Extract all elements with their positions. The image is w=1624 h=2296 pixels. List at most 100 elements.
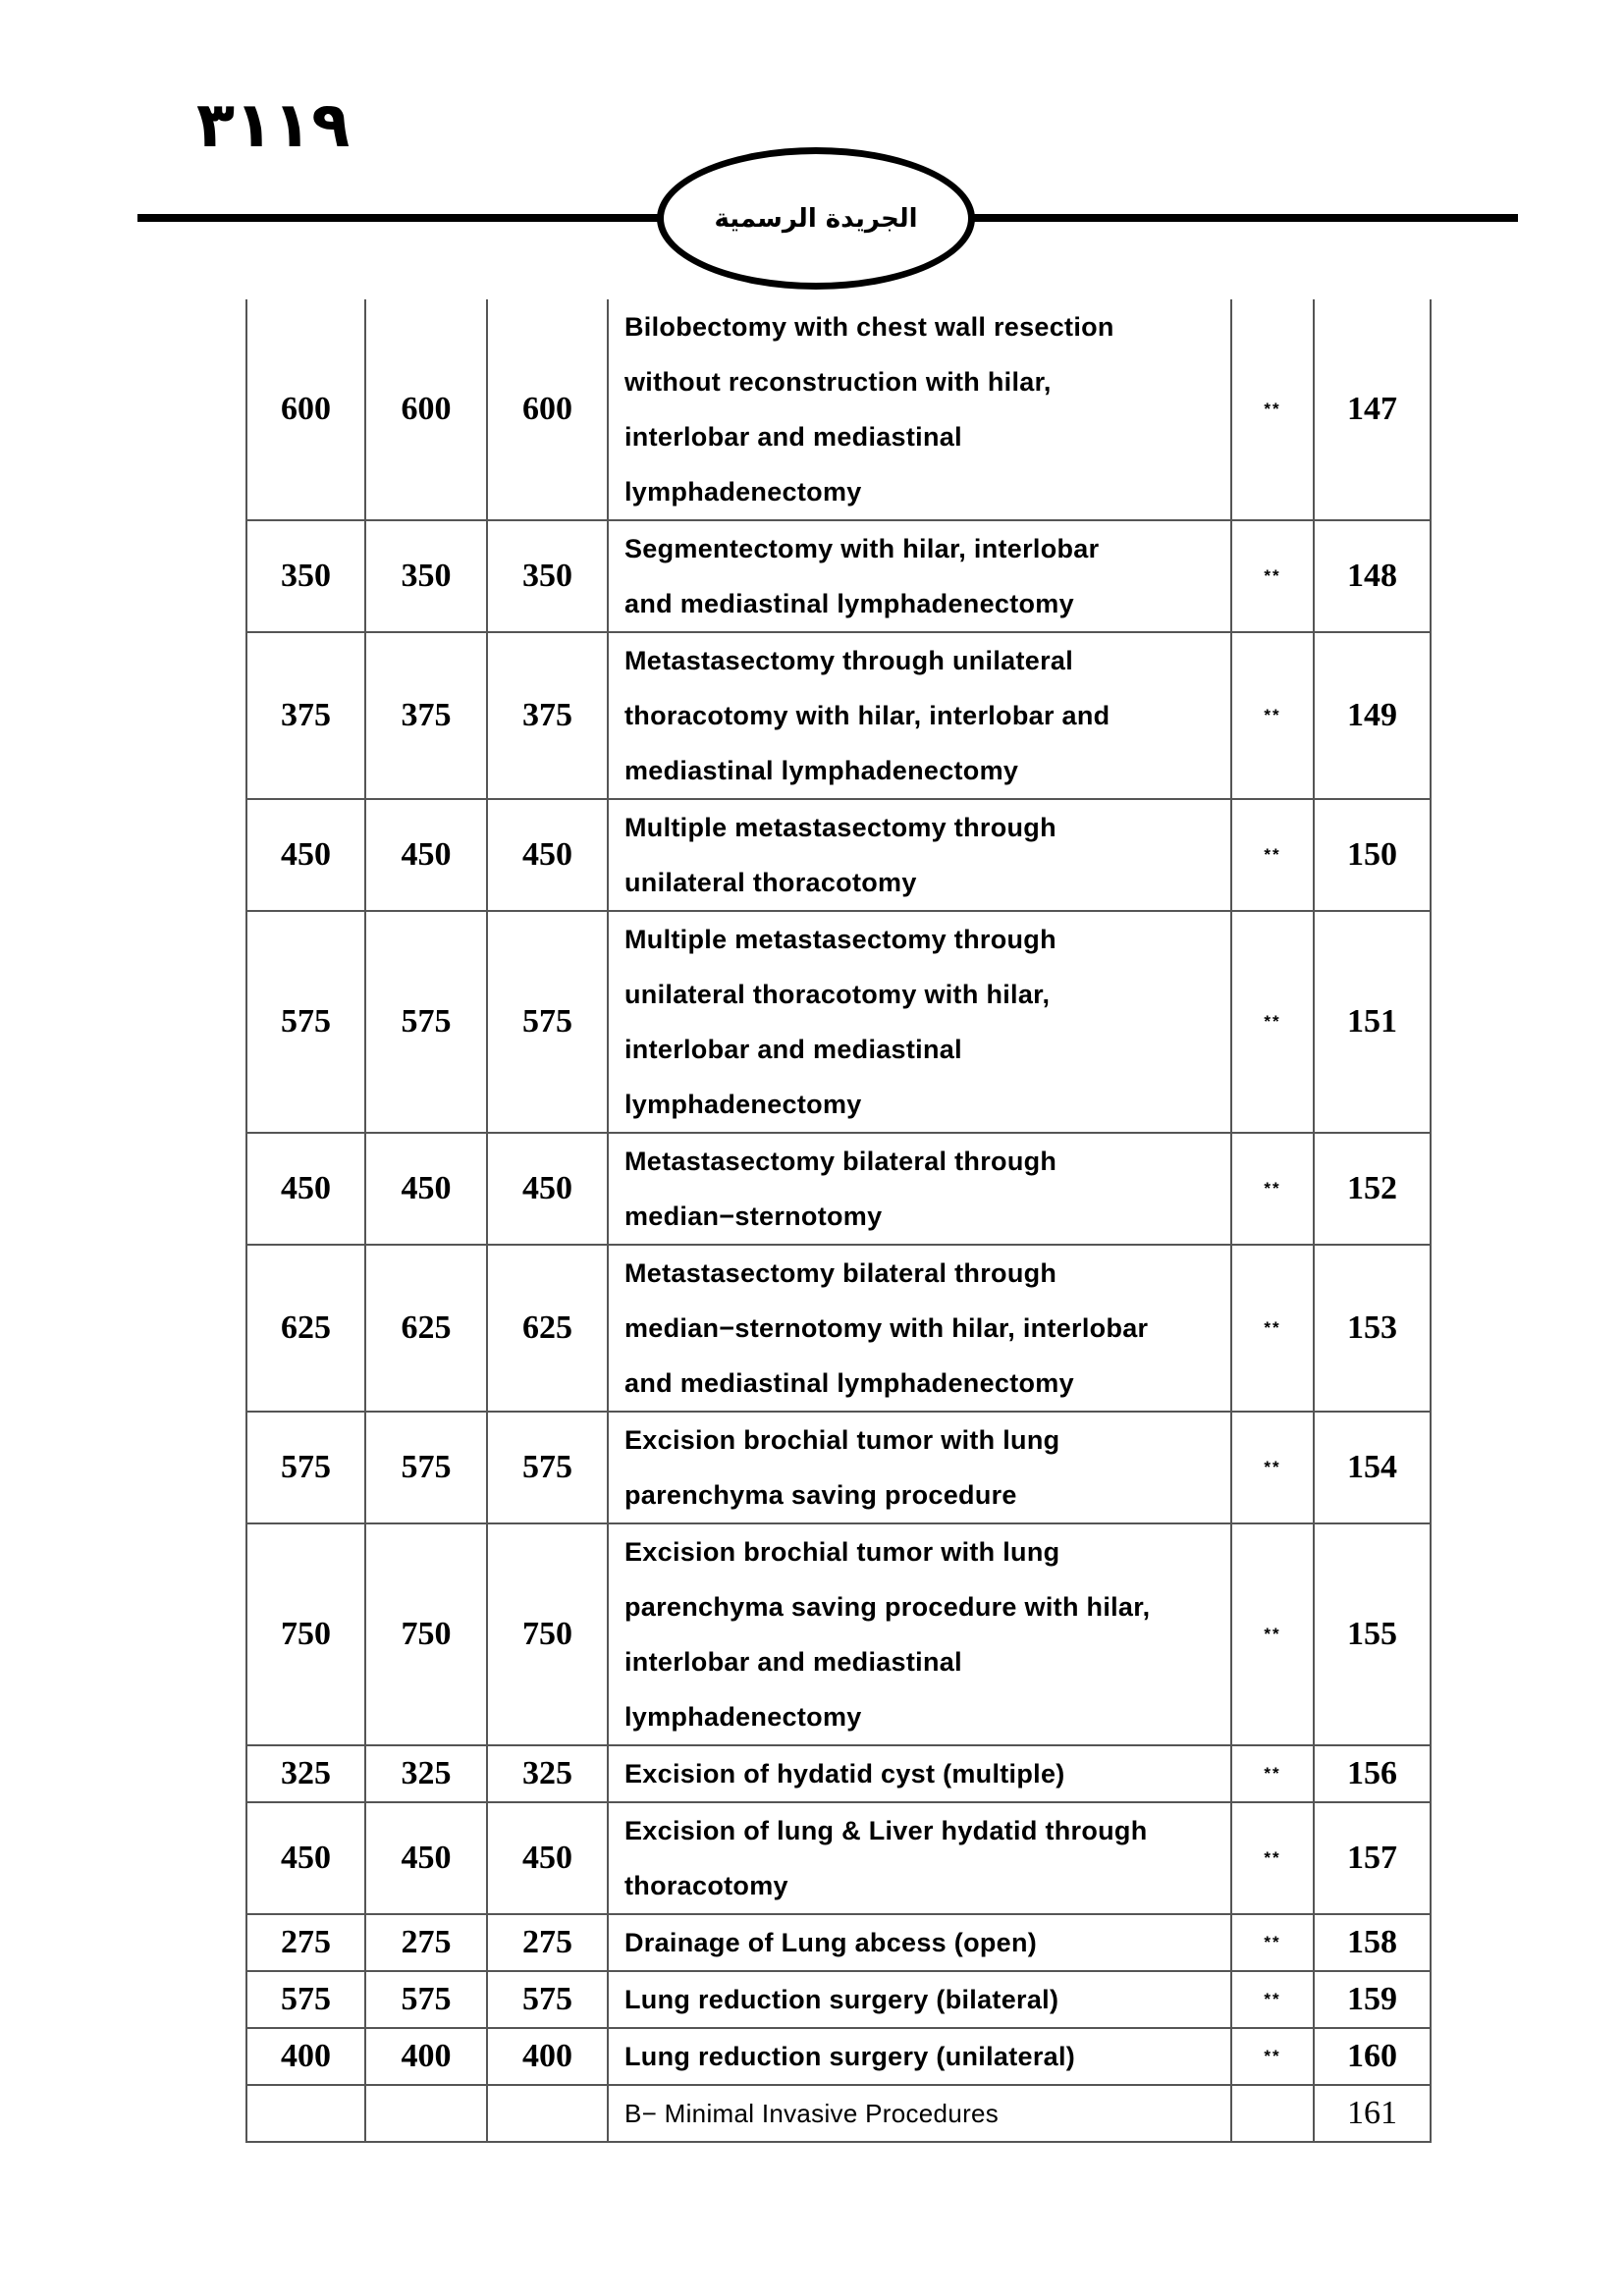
item-number: 160 (1313, 2027, 1432, 2086)
code-cell: ** (1230, 1801, 1315, 1915)
price-cell-2: 600 (364, 299, 488, 521)
description-line: and mediastinal lymphadenectomy (624, 589, 1074, 618)
description-line: unilateral thoracotomy (624, 868, 917, 897)
price-cell-3: 600 (486, 299, 609, 521)
procedure-description: Bilobectomy with chest wall resection wit… (607, 299, 1232, 521)
table-row: 350 350 350 Segmentectomy with hilar, inter… (245, 519, 1432, 633)
description-line: and mediastinal lymphadenectomy (624, 1368, 1074, 1398)
price-cell-1: 325 (245, 1744, 366, 1803)
code-cell: ** (1230, 1411, 1315, 1524)
item-number: 152 (1313, 1132, 1432, 1246)
price-cell-2: 275 (364, 1913, 488, 1972)
price-cell-3: 450 (486, 798, 609, 912)
price-cell-3: 275 (486, 1913, 609, 1972)
code-cell (1230, 2084, 1315, 2143)
item-number: 150 (1313, 798, 1432, 912)
procedures-table: 600 600 600 Bilobectomy with chest wall res… (245, 299, 1432, 2143)
price-cell-2: 575 (364, 1970, 488, 2029)
item-number: 161 (1313, 2084, 1432, 2143)
price-cell-1: 575 (245, 1970, 366, 2029)
price-cell-2 (364, 2084, 488, 2143)
description-line: Excision of lung & Liver hydatid through (624, 1816, 1148, 1845)
code-cell: ** (1230, 519, 1315, 633)
price-cell-1: 575 (245, 910, 366, 1134)
price-cell-2: 575 (364, 1411, 488, 1524)
procedure-description: Excision of lung & Liver hydatid through… (607, 1801, 1232, 1915)
price-cell-1: 750 (245, 1522, 366, 1746)
description-line: interlobar and mediastinal (624, 422, 962, 452)
description-line: lymphadenectomy (624, 1702, 862, 1732)
procedure-description: Excision brochial tumor with lung parench… (607, 1522, 1232, 1746)
procedure-description: Multiple metastasectomy through unilatera… (607, 798, 1232, 912)
description-line: Excision brochial tumor with lung (624, 1537, 1060, 1567)
description-line: interlobar and mediastinal (624, 1035, 962, 1064)
code-cell: ** (1230, 631, 1315, 800)
code-cell: ** (1230, 1244, 1315, 1413)
price-cell-3: 450 (486, 1801, 609, 1915)
description-line: Multiple metastasectomy through (624, 813, 1056, 842)
gazette-title: الجريدة الرسمية (714, 203, 918, 234)
item-number: 158 (1313, 1913, 1432, 1972)
description-line: Bilobectomy with chest wall resection (624, 312, 1114, 342)
price-cell-2: 750 (364, 1522, 488, 1746)
description-line: Excision brochial tumor with lung (624, 1425, 1060, 1455)
table-row: 575 575 575 Lung reduction surgery (bilater… (245, 1970, 1432, 2029)
procedure-description: Excision of hydatid cyst (multiple) (607, 1744, 1232, 1803)
price-cell-3 (486, 2084, 609, 2143)
table-row: 750 750 750 Excision brochial tumor with lu… (245, 1522, 1432, 1746)
code-cell: ** (1230, 299, 1315, 521)
description-line: B− Minimal Invasive Procedures (624, 2099, 1000, 2128)
price-cell-2: 450 (364, 1132, 488, 1246)
price-cell-1: 450 (245, 798, 366, 912)
code-cell: ** (1230, 1744, 1315, 1803)
code-cell: ** (1230, 1132, 1315, 1246)
price-cell-1: 625 (245, 1244, 366, 1413)
procedure-description: Segmentectomy with hilar, interlobar and … (607, 519, 1232, 633)
table-row: 325 325 325 Excision of hydatid cyst (multi… (245, 1744, 1432, 1803)
item-number: 153 (1313, 1244, 1432, 1413)
description-line: Metastasectomy bilateral through (624, 1147, 1057, 1176)
item-number: 155 (1313, 1522, 1432, 1746)
item-number: 148 (1313, 519, 1432, 633)
price-cell-1: 350 (245, 519, 366, 633)
description-line: thoracotomy with hilar, interlobar and (624, 701, 1110, 730)
table-row: 275 275 275 Drainage of Lung abcess (open) *… (245, 1913, 1432, 1972)
code-cell: ** (1230, 910, 1315, 1134)
price-cell-2: 575 (364, 910, 488, 1134)
procedure-description: Metastasectomy bilateral through median−s… (607, 1132, 1232, 1246)
description-line: median−sternotomy (624, 1201, 883, 1231)
procedure-description: Metastasectomy bilateral through median−s… (607, 1244, 1232, 1413)
item-number: 149 (1313, 631, 1432, 800)
price-cell-3: 375 (486, 631, 609, 800)
description-line: Excision of hydatid cyst (multiple) (624, 1759, 1065, 1789)
price-cell-3: 750 (486, 1522, 609, 1746)
price-cell-2: 325 (364, 1744, 488, 1803)
price-cell-1: 275 (245, 1913, 366, 1972)
description-line: lymphadenectomy (624, 1090, 862, 1119)
page-number: ٣١١٩ (196, 89, 351, 162)
item-number: 157 (1313, 1801, 1432, 1915)
code-cell: ** (1230, 1522, 1315, 1746)
price-cell-1: 400 (245, 2027, 366, 2086)
description-line: Lung reduction surgery (bilateral) (624, 1985, 1059, 2014)
price-cell-3: 400 (486, 2027, 609, 2086)
procedure-description: Excision brochial tumor with lung parench… (607, 1411, 1232, 1524)
description-line: unilateral thoracotomy with hilar, (624, 980, 1051, 1009)
table-row: B− Minimal Invasive Procedures 161 (245, 2084, 1432, 2143)
price-cell-2: 400 (364, 2027, 488, 2086)
description-line: Lung reduction surgery (unilateral) (624, 2042, 1076, 2071)
price-cell-1: 575 (245, 1411, 366, 1524)
procedure-description: B− Minimal Invasive Procedures (607, 2084, 1232, 2143)
procedure-description: Multiple metastasectomy through unilatera… (607, 910, 1232, 1134)
price-cell-2: 350 (364, 519, 488, 633)
table-row: 450 450 450 Excision of lung & Liver hydati… (245, 1801, 1432, 1915)
description-line: mediastinal lymphadenectomy (624, 756, 1019, 785)
table-row: 600 600 600 Bilobectomy with chest wall res… (245, 299, 1432, 521)
table-row: 575 575 575 Multiple metastasectomy through… (245, 910, 1432, 1134)
gazette-title-oval: الجريدة الرسمية (657, 147, 975, 290)
price-cell-3: 325 (486, 1744, 609, 1803)
price-cell-3: 450 (486, 1132, 609, 1246)
price-cell-3: 575 (486, 1970, 609, 2029)
price-cell-2: 450 (364, 798, 488, 912)
item-number: 147 (1313, 299, 1432, 521)
